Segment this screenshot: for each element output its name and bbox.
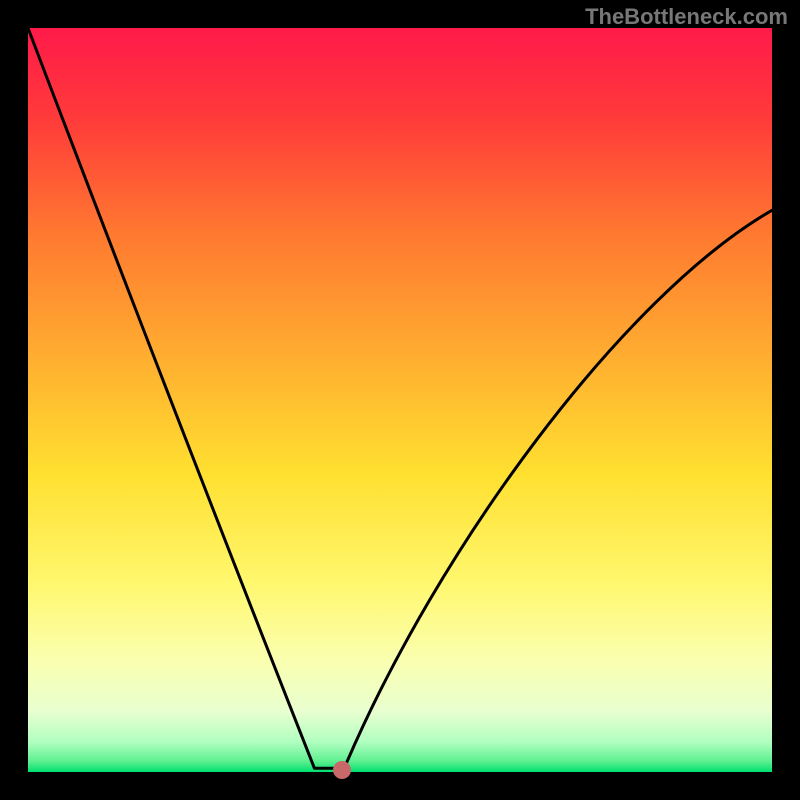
bottleneck-curve [28,28,772,772]
watermark-text: TheBottleneck.com [585,4,788,30]
plot-area [28,28,772,772]
minimum-dot [333,761,351,779]
